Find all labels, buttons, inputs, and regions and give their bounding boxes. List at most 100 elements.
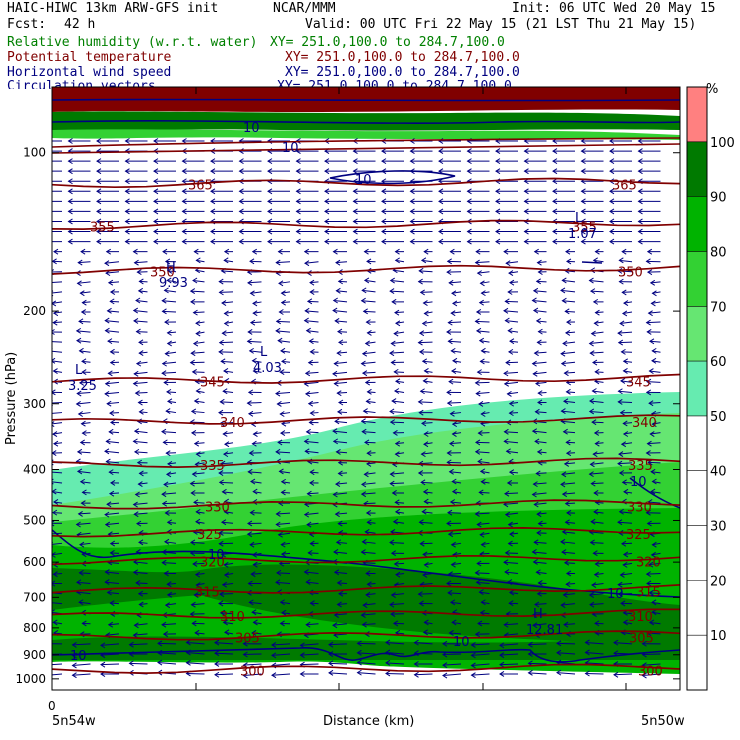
field-name-circulation: Circulation vectors [7, 79, 156, 89]
wind-vector-head [366, 581, 372, 588]
wind-vector-head [189, 480, 195, 487]
wind-vector-head [309, 469, 315, 476]
wind-vector-head [537, 390, 543, 397]
wind-vector [53, 572, 63, 575]
wind-vector-head [223, 561, 229, 568]
wind-vector-head [195, 451, 201, 458]
wind-vector [305, 310, 319, 313]
wind-vector [192, 472, 205, 475]
wind-vector-head [466, 208, 472, 215]
wind-vector [648, 562, 661, 566]
wind-vector-head [363, 471, 369, 478]
wind-vector [563, 431, 576, 434]
wind-vector-head [361, 350, 368, 357]
wind-vector-head [295, 208, 301, 215]
wind-vector-head [535, 318, 542, 324]
wind-vector-head [466, 148, 472, 154]
wind-vector [78, 512, 91, 515]
wind-vector [195, 321, 205, 324]
wind-vector [195, 269, 205, 273]
wind-vector [620, 380, 633, 383]
wind-vector [533, 310, 547, 313]
wind-vector-head [394, 257, 400, 264]
wind-vector [535, 381, 547, 385]
wind-vector-head [446, 450, 452, 456]
wind-vector-head [77, 411, 83, 417]
wind-vector [420, 583, 433, 586]
wind-vector-head [210, 158, 216, 165]
wind-vector [648, 311, 661, 314]
wind-vector [334, 571, 348, 574]
wind-vector-head [352, 238, 358, 245]
wind-vector-head [523, 188, 529, 195]
wind-vector [100, 653, 120, 656]
wind-vector [78, 261, 91, 264]
theta-label: 320 [636, 555, 661, 570]
wind-vector [560, 541, 576, 544]
wind-vector [367, 391, 376, 393]
wind-vector-head [647, 459, 653, 466]
wind-vector-head [247, 468, 253, 475]
wind-vector-head [135, 328, 141, 335]
wind-vector-head [448, 630, 454, 636]
wind-vector [394, 331, 405, 335]
wind-vector [190, 290, 205, 293]
wind-vector-head [474, 569, 480, 576]
wind-vector-head [304, 448, 310, 455]
wind-vector-head [40, 219, 44, 224]
wind-vector-head [336, 601, 342, 608]
wind-vector [364, 502, 376, 505]
wind-vector [504, 381, 519, 385]
y-tick-label: 600 [23, 555, 46, 569]
theta-contour [52, 177, 680, 189]
wind-vector [223, 452, 234, 455]
wind-vector-head [618, 451, 624, 458]
wind-vector-head [479, 531, 485, 538]
wind-vector [133, 561, 148, 564]
wind-vector-head [622, 367, 628, 374]
wind-vector-head [506, 480, 513, 486]
wind-vector-head [161, 370, 167, 377]
wind-vector-head [593, 490, 599, 496]
wind-vector [193, 501, 205, 504]
wind-vector [138, 482, 148, 485]
wind-vector [561, 351, 576, 355]
wind-vector-head [218, 540, 224, 547]
wind-vector-head [651, 347, 657, 354]
wind-vector [306, 581, 319, 585]
wind-vector [133, 633, 148, 636]
wind-vector [623, 612, 633, 615]
wind-vector [253, 621, 262, 625]
wind-vector-head [609, 198, 615, 205]
wind-vector-head [238, 188, 244, 195]
forecast-hours: 42 h [64, 17, 96, 32]
wind-vector-head [324, 198, 330, 205]
wind-vector-head [619, 320, 625, 327]
wind-vector-head [621, 289, 627, 296]
wind-vector-head [161, 500, 168, 507]
wind-vector [129, 643, 148, 646]
wind-vector-head [532, 622, 538, 629]
wind-vector-head [104, 579, 110, 586]
wind-vector [651, 601, 661, 605]
wind-vector-head [637, 218, 643, 225]
wind-vector [129, 662, 148, 665]
theta-contour [52, 499, 680, 510]
wind-vector-head [53, 440, 59, 447]
wind-vector-head [591, 582, 597, 588]
y-tick-label: 500 [23, 513, 46, 527]
wind-vector [623, 432, 633, 435]
wind-vector-head [109, 549, 115, 556]
wind-vector-head [592, 298, 599, 305]
wind-vector [622, 291, 633, 293]
wind-vector [250, 291, 262, 294]
wind-vector-head [389, 419, 396, 426]
wind-vector-head [617, 388, 623, 395]
wind-vector [506, 450, 519, 454]
wind-vector [253, 491, 262, 494]
wind-vector [620, 572, 633, 576]
wind-vector [79, 350, 91, 353]
wind-vector-head [222, 451, 229, 458]
wind-vector [53, 370, 63, 373]
wind-vector-head [161, 621, 167, 628]
